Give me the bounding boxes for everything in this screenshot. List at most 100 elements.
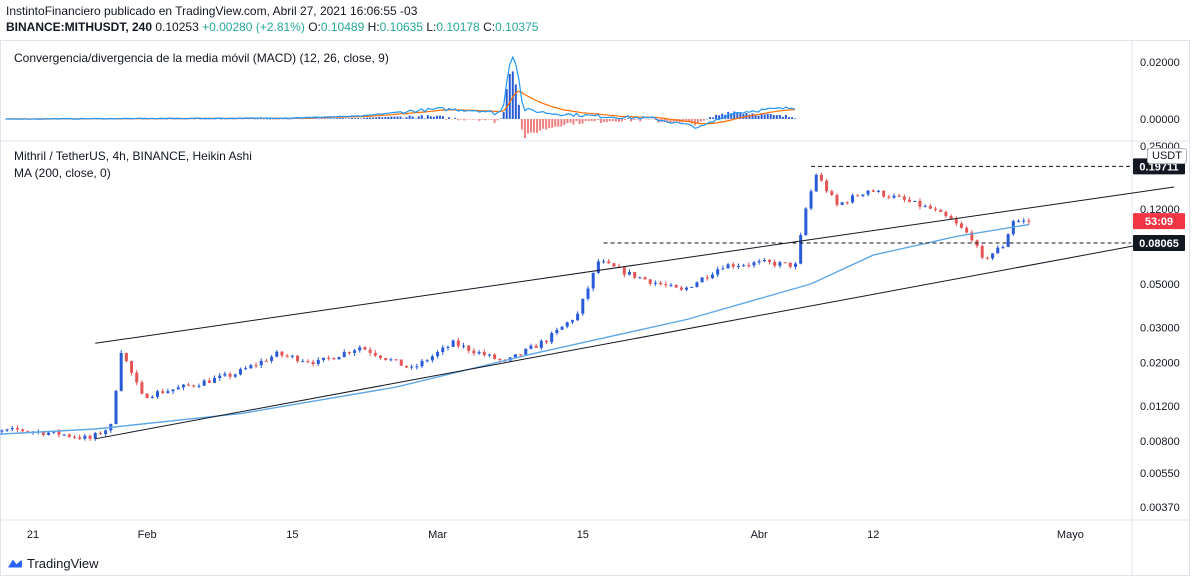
candle-body [959,223,963,228]
macd-histogram-bar [505,89,508,119]
macd-histogram-bar [284,118,287,120]
macd-histogram-bar [308,118,311,119]
tradingview-logo-icon [8,557,22,571]
candle-body [404,365,408,368]
macd-histogram-bar [718,115,721,119]
channel-trendline [95,186,1175,344]
macd-histogram-bar [596,118,599,120]
macd-histogram-bar [536,118,539,133]
candle-body [887,196,891,198]
symbol-label: BINANCE:MITHUSDT, 240 [6,20,153,34]
candle-body [451,340,455,347]
high-label: H: [367,20,380,34]
candle-body [368,349,372,353]
candle-body [1017,220,1021,222]
macd-histogram-bar [454,117,457,119]
macd-histogram-bar [220,118,223,120]
candle-body [695,282,699,287]
macd-histogram-bar [575,118,578,121]
macd-histogram-bar [332,118,335,119]
candle-body [685,287,689,290]
macd-histogram-bar [496,118,499,121]
candle-body [482,352,486,356]
macd-histogram-bar [699,118,702,122]
macd-histogram-bar [287,118,290,120]
macd-histogram-bar [560,118,563,127]
macd-histogram-bar [639,118,642,122]
macd-histogram-bar [378,116,381,119]
candle-body [1027,220,1031,222]
macd-histogram-bar [757,115,760,119]
candle-body [436,351,440,357]
tradingview-brand: TradingView [27,556,99,571]
macd-histogram-bar [457,118,460,121]
macd-histogram-bar [360,118,363,120]
macd-histogram-bar [526,118,529,134]
macd-histogram-bar [165,118,168,120]
open-value: 0.10489 [320,20,365,34]
candle-body [653,282,657,284]
close-value: 0.10375 [495,20,539,34]
macd-histogram-bar [751,113,754,119]
macd-histogram-bar [414,118,417,119]
candle-body [498,358,502,360]
macd-histogram-bar [769,114,772,119]
candle-body [648,279,652,284]
macd-histogram-bar [405,117,408,119]
candle-body [150,396,154,398]
symbol-ohlc-line: BINANCE:MITHUSDT, 240 0.10253 +0.00280 (… [6,20,538,34]
currency-badge[interactable]: USDT [1147,148,1187,164]
high-value: 0.10635 [379,20,423,34]
macd-histogram-bar [794,118,796,119]
candle-body [840,202,844,205]
candle-body [446,346,450,348]
macd-histogram-bar [417,116,420,119]
price-axis-tick: 0.00550 [1140,468,1180,480]
macd-histogram-bar [784,114,787,119]
candle-body [187,384,191,386]
candle-body [949,216,953,220]
macd-histogram-bar [563,118,566,126]
macd-histogram-bar [226,118,229,120]
macd-histogram-bar [299,118,302,120]
macd-histogram-bar [772,115,775,119]
candle-body [83,435,87,439]
macd-histogram-bar [278,118,281,120]
macd-histogram-bar [205,118,208,120]
candle-body [902,196,906,200]
macd-histogram-bar [590,118,593,121]
macd-histogram-bar [156,118,159,120]
macd-axis-tick: 0.02000 [1140,57,1180,69]
candle-body [545,340,549,343]
candle-body [249,365,253,369]
macd-histogram-bar [426,115,429,119]
candle-body [793,263,797,267]
candle-body [321,357,325,360]
price-axis-tick: 0.02000 [1140,357,1180,369]
macd-histogram-bar [739,112,742,119]
candle-body [700,277,704,283]
macd-histogram-bar [630,118,633,122]
candle-body [882,190,886,197]
candle-body [731,264,735,267]
candle-body [747,265,751,267]
candle-body [591,272,595,289]
macd-histogram-bar [478,118,481,121]
macd-histogram-bar [593,118,596,122]
macd-histogram-bar [608,118,611,122]
ma-indicator-title: MA (200, close, 0) [14,166,111,180]
macd-histogram-bar [787,117,790,119]
candle-body [493,354,497,359]
macd-histogram-bar [375,117,378,119]
candle-body [529,345,533,349]
macd-histogram-bar [435,115,438,119]
macd-histogram-bar [381,117,384,119]
macd-histogram-bar [508,73,511,119]
candle-body [15,427,19,430]
candle-body [897,195,901,197]
candle-body [643,277,647,280]
macd-histogram-bar [484,118,487,121]
macd-line [5,55,796,129]
price-label-box [1133,213,1185,230]
